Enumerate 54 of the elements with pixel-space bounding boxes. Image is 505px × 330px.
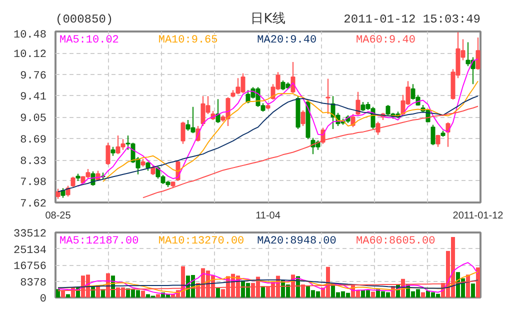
line-series <box>58 279 478 289</box>
y-tick-label: 9.05 <box>20 113 46 125</box>
candlestick <box>326 78 330 115</box>
candlestick <box>356 91 360 116</box>
x-tick-label: 11-04 <box>256 210 281 222</box>
bar <box>56 289 60 298</box>
line-series <box>58 271 478 294</box>
text: MA5:12187.00 <box>60 236 139 248</box>
line-series <box>142 106 478 198</box>
bar <box>471 284 475 298</box>
chart-subtitle: 日K线 <box>250 12 286 26</box>
y-tick-label: 10.48 <box>13 30 47 42</box>
text: MA5:10.02 <box>60 34 119 46</box>
candlestick <box>376 121 380 136</box>
candlestick <box>150 164 156 176</box>
candlestick <box>70 176 76 188</box>
candlestick <box>56 188 60 200</box>
x-tick-label: 08-25 <box>45 210 72 222</box>
y-tick-label: 7.98 <box>20 176 46 189</box>
candlestick <box>216 98 220 124</box>
bar <box>261 286 265 298</box>
bar <box>421 292 425 298</box>
y-tick-label: 0 <box>40 294 47 306</box>
chart-title: (000850) <box>56 12 114 26</box>
y-tick-label: 7.62 <box>20 198 46 210</box>
y-tick-label: 9.76 <box>20 70 46 83</box>
x-tick-label: 2011-01-12 <box>452 210 504 222</box>
y-tick-label: 10.12 <box>13 49 47 62</box>
bar <box>156 294 160 298</box>
candlestick <box>106 142 110 166</box>
line-series <box>58 262 478 295</box>
y-tick-label: 33512 <box>13 228 47 240</box>
y-tick-label: 8378 <box>20 277 46 290</box>
text: MA60:8605.00 <box>356 236 436 248</box>
bar <box>371 292 375 298</box>
candlestick <box>476 36 480 70</box>
candlestick <box>60 188 66 198</box>
y-tick-label: 9.41 <box>20 91 47 104</box>
line-series <box>102 80 478 182</box>
bar <box>216 287 220 298</box>
y-tick-label: 25134 <box>13 244 47 257</box>
text: MA60:9.40 <box>356 34 416 46</box>
bar <box>66 294 70 298</box>
text: MA10:9.65 <box>158 34 218 46</box>
candlestick <box>430 124 436 146</box>
y-tick-label: 8.33 <box>20 156 46 168</box>
y-tick-label: 8.69 <box>20 134 46 147</box>
text: MA20:8948.00 <box>257 236 336 248</box>
candlestick <box>180 121 186 144</box>
candlestick <box>300 110 306 126</box>
text: 2011-01-12 15:03:49 <box>344 12 481 26</box>
text: MA10:13270.00 <box>158 236 244 248</box>
y-tick-label: 16756 <box>13 261 47 273</box>
text: MA20:9.40 <box>257 34 317 46</box>
